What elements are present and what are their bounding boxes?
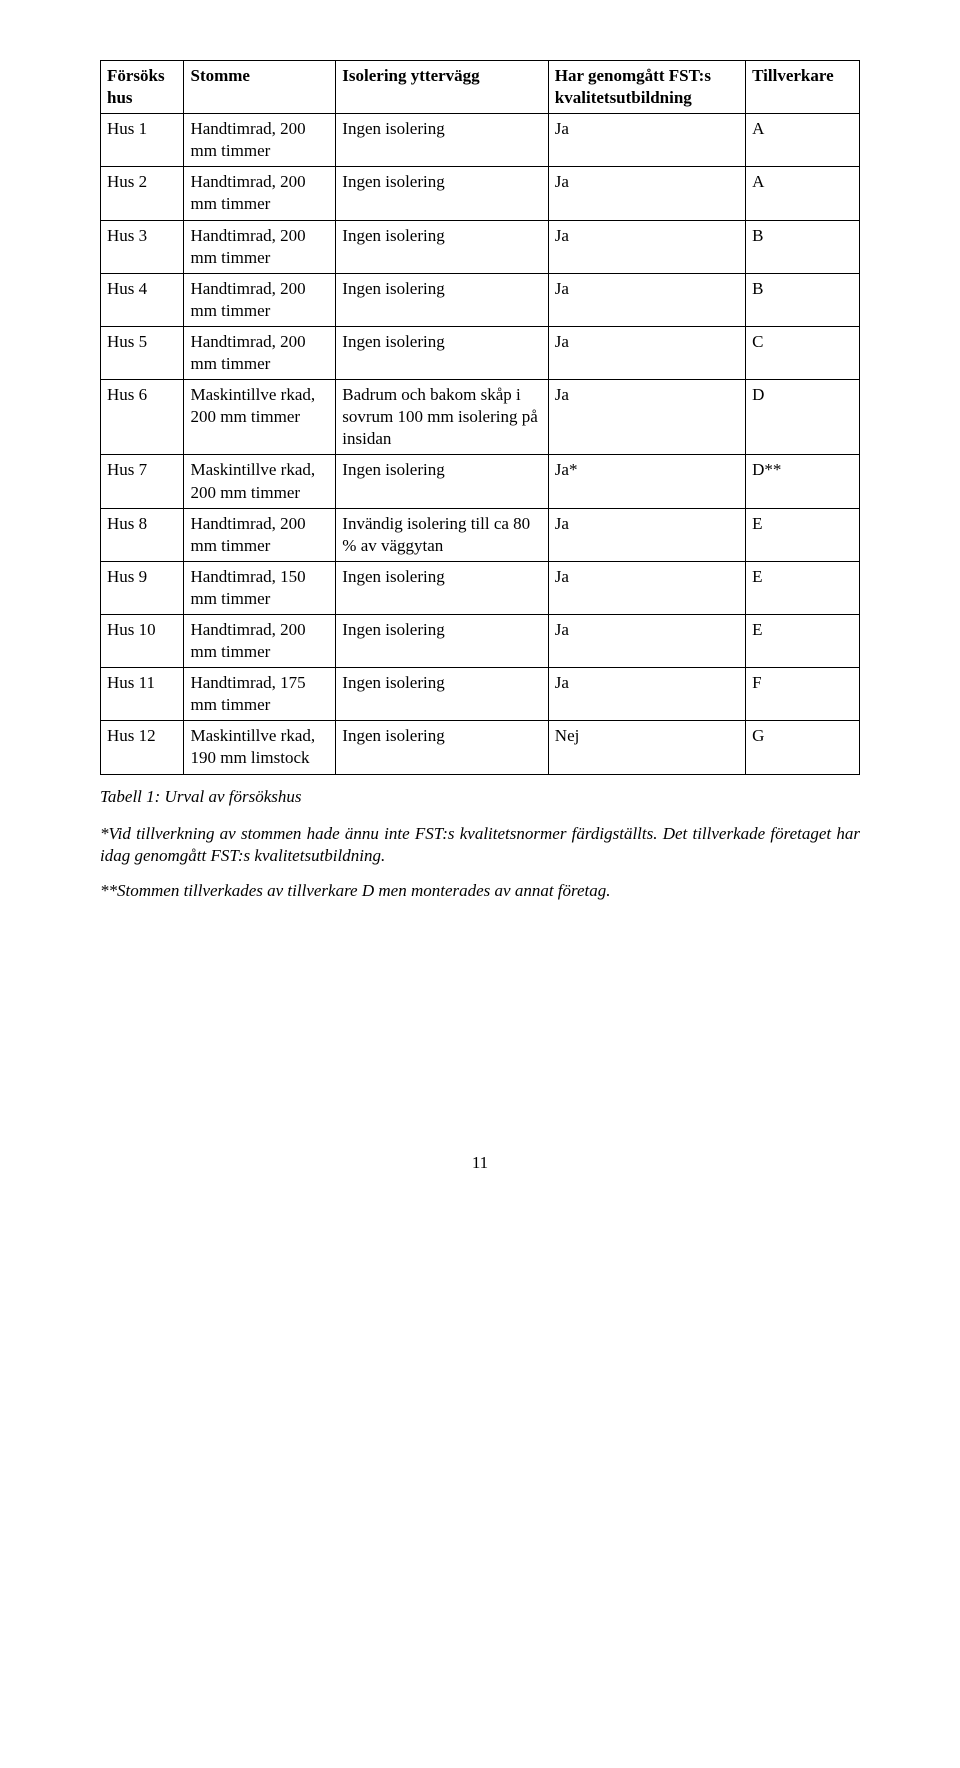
header-cell: Stomme <box>184 61 336 114</box>
cell: Ja <box>548 273 745 326</box>
table-row: Hus 8 Handtimrad, 200 mm timmer Invändig… <box>101 508 860 561</box>
cell: Ja <box>548 614 745 667</box>
cell: Maskintillve rkad, 190 mm limstock <box>184 721 336 774</box>
cell: Invändig isolering till ca 80 % av väggy… <box>336 508 549 561</box>
cell: Ingen isolering <box>336 326 549 379</box>
cell: Handtimrad, 200 mm timmer <box>184 167 336 220</box>
cell: Ja <box>548 668 745 721</box>
cell: Handtimrad, 150 mm timmer <box>184 561 336 614</box>
table-row: Hus 2 Handtimrad, 200 mm timmer Ingen is… <box>101 167 860 220</box>
cell: Ja <box>548 561 745 614</box>
table-caption: Tabell 1: Urval av försökshus <box>100 787 860 807</box>
table-row: Hus 1 Handtimrad, 200 mm timmer Ingen is… <box>101 114 860 167</box>
cell: Handtimrad, 175 mm timmer <box>184 668 336 721</box>
cell: Handtimrad, 200 mm timmer <box>184 326 336 379</box>
footnote-1: *Vid tillverkning av stommen hade ännu i… <box>100 823 860 869</box>
table-row: Hus 5 Handtimrad, 200 mm timmer Ingen is… <box>101 326 860 379</box>
cell: B <box>746 273 860 326</box>
cell: Hus 2 <box>101 167 184 220</box>
data-table: Försöks hus Stomme Isolering yttervägg H… <box>100 60 860 775</box>
cell: Handtimrad, 200 mm timmer <box>184 220 336 273</box>
cell: B <box>746 220 860 273</box>
cell: Ingen isolering <box>336 114 549 167</box>
table-body: Hus 1 Handtimrad, 200 mm timmer Ingen is… <box>101 114 860 774</box>
cell: E <box>746 561 860 614</box>
cell: Ja <box>548 380 745 455</box>
cell: E <box>746 508 860 561</box>
cell: E <box>746 614 860 667</box>
table-header-row: Försöks hus Stomme Isolering yttervägg H… <box>101 61 860 114</box>
cell: Hus 4 <box>101 273 184 326</box>
cell: Handtimrad, 200 mm timmer <box>184 114 336 167</box>
table-row: Hus 9 Handtimrad, 150 mm timmer Ingen is… <box>101 561 860 614</box>
cell: Maskintillve rkad, 200 mm timmer <box>184 380 336 455</box>
cell: Ja <box>548 220 745 273</box>
page-number: 11 <box>100 1153 860 1173</box>
cell: Handtimrad, 200 mm timmer <box>184 614 336 667</box>
table-row: Hus 6 Maskintillve rkad, 200 mm timmer B… <box>101 380 860 455</box>
cell: D <box>746 380 860 455</box>
cell: Maskintillve rkad, 200 mm timmer <box>184 455 336 508</box>
cell: Ingen isolering <box>336 561 549 614</box>
cell: Hus 6 <box>101 380 184 455</box>
cell: Ingen isolering <box>336 167 549 220</box>
cell: Ja <box>548 326 745 379</box>
table-row: Hus 12 Maskintillve rkad, 190 mm limstoc… <box>101 721 860 774</box>
cell: A <box>746 114 860 167</box>
cell: D** <box>746 455 860 508</box>
table-row: Hus 3 Handtimrad, 200 mm timmer Ingen is… <box>101 220 860 273</box>
header-cell: Försöks hus <box>101 61 184 114</box>
cell: Ingen isolering <box>336 220 549 273</box>
cell: Badrum och bakom skåp i sovrum 100 mm is… <box>336 380 549 455</box>
cell: Hus 11 <box>101 668 184 721</box>
cell: Ingen isolering <box>336 614 549 667</box>
cell: Ja* <box>548 455 745 508</box>
cell: Nej <box>548 721 745 774</box>
cell: F <box>746 668 860 721</box>
cell: Hus 1 <box>101 114 184 167</box>
cell: Ingen isolering <box>336 273 549 326</box>
cell: Ingen isolering <box>336 721 549 774</box>
footnote-2: **Stommen tillverkades av tillverkare D … <box>100 880 860 903</box>
cell: Ja <box>548 114 745 167</box>
cell: Ja <box>548 167 745 220</box>
cell: Ingen isolering <box>336 668 549 721</box>
cell: Hus 10 <box>101 614 184 667</box>
table-row: Hus 4 Handtimrad, 200 mm timmer Ingen is… <box>101 273 860 326</box>
header-cell: Har genomgått FST:s kvalitetsutbildning <box>548 61 745 114</box>
cell: Hus 8 <box>101 508 184 561</box>
table-row: Hus 10 Handtimrad, 200 mm timmer Ingen i… <box>101 614 860 667</box>
cell: Hus 3 <box>101 220 184 273</box>
cell: Hus 7 <box>101 455 184 508</box>
cell: C <box>746 326 860 379</box>
table-row: Hus 11 Handtimrad, 175 mm timmer Ingen i… <box>101 668 860 721</box>
cell: Hus 5 <box>101 326 184 379</box>
cell: G <box>746 721 860 774</box>
table-row: Hus 7 Maskintillve rkad, 200 mm timmer I… <box>101 455 860 508</box>
cell: Hus 9 <box>101 561 184 614</box>
cell: Handtimrad, 200 mm timmer <box>184 508 336 561</box>
cell: Handtimrad, 200 mm timmer <box>184 273 336 326</box>
header-cell: Tillverkare <box>746 61 860 114</box>
header-cell: Isolering yttervägg <box>336 61 549 114</box>
cell: A <box>746 167 860 220</box>
cell: Ingen isolering <box>336 455 549 508</box>
cell: Ja <box>548 508 745 561</box>
cell: Hus 12 <box>101 721 184 774</box>
